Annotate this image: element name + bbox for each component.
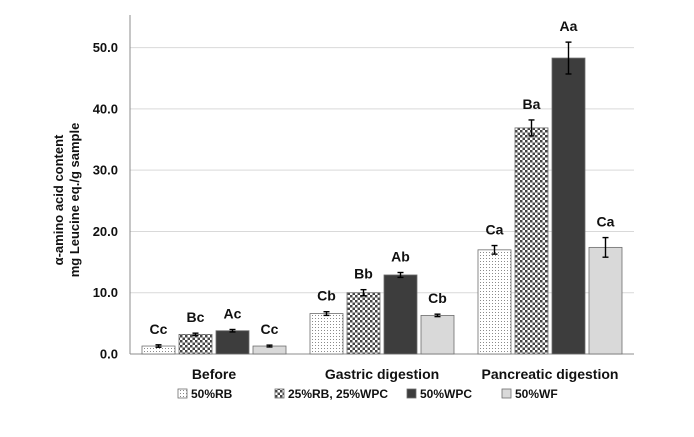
axes: 0.0 10.0 20.0 30.0 40.0 50.0 α-amino acid cont… [51,15,634,362]
bar [588,246,623,355]
category-label: Before [192,366,237,382]
y-axis-title-line: mg Leucine eq./g sample [67,123,82,278]
legend-swatch [406,388,417,399]
y-tick-label: 40.0 [93,101,118,116]
bar [420,314,455,355]
legend: 50%RB 25%RB, 25%WPC 50%WPC 50%WF [177,387,558,401]
significance-label: Ba [523,96,541,112]
legend-swatch [501,388,512,399]
significance-label: Bb [354,266,373,282]
bar [477,249,512,355]
bar [309,313,344,355]
labels: Cc Bc Ac Cc Before Cb Bb Ab Cb Gastric digestion C… [150,18,619,382]
legend-label: 25%RB, 25%WPC [288,387,388,401]
y-tick-label: 30.0 [93,163,118,178]
significance-label: Ac [224,305,242,321]
significance-label: Ca [597,214,615,230]
y-tick-label: 50.0 [93,40,118,55]
bar [514,127,549,355]
significance-label: Cb [428,290,447,306]
category-label: Pancreatic digestion [482,366,619,382]
y-tick-label: 20.0 [93,224,118,239]
legend-label: 50%WF [515,387,558,401]
significance-label: Cc [150,321,168,337]
significance-label: Aa [560,18,578,34]
significance-label: Ab [391,249,410,265]
legend-label: 50%WPC [420,387,472,401]
legend-swatch [274,388,285,399]
bar [383,274,418,355]
bar [346,292,381,355]
bar [551,57,586,355]
legend-label: 50%RB [191,387,233,401]
significance-label: Ca [486,222,504,238]
gridlines [130,47,634,294]
category-label: Gastric digestion [325,366,439,382]
significance-label: Cb [317,288,336,304]
y-axis-title: α-amino acid contentmg Leucine eq./g sam… [51,123,82,278]
y-tick-label: 0.0 [100,347,118,362]
legend-swatch [177,388,188,399]
bar [215,330,250,355]
bars [141,41,623,355]
y-tick-label: 10.0 [93,285,118,300]
y-axis-title-line: α-amino acid content [51,134,66,265]
significance-label: Cc [261,321,279,337]
bar [178,333,213,355]
significance-label: Bc [187,309,205,325]
